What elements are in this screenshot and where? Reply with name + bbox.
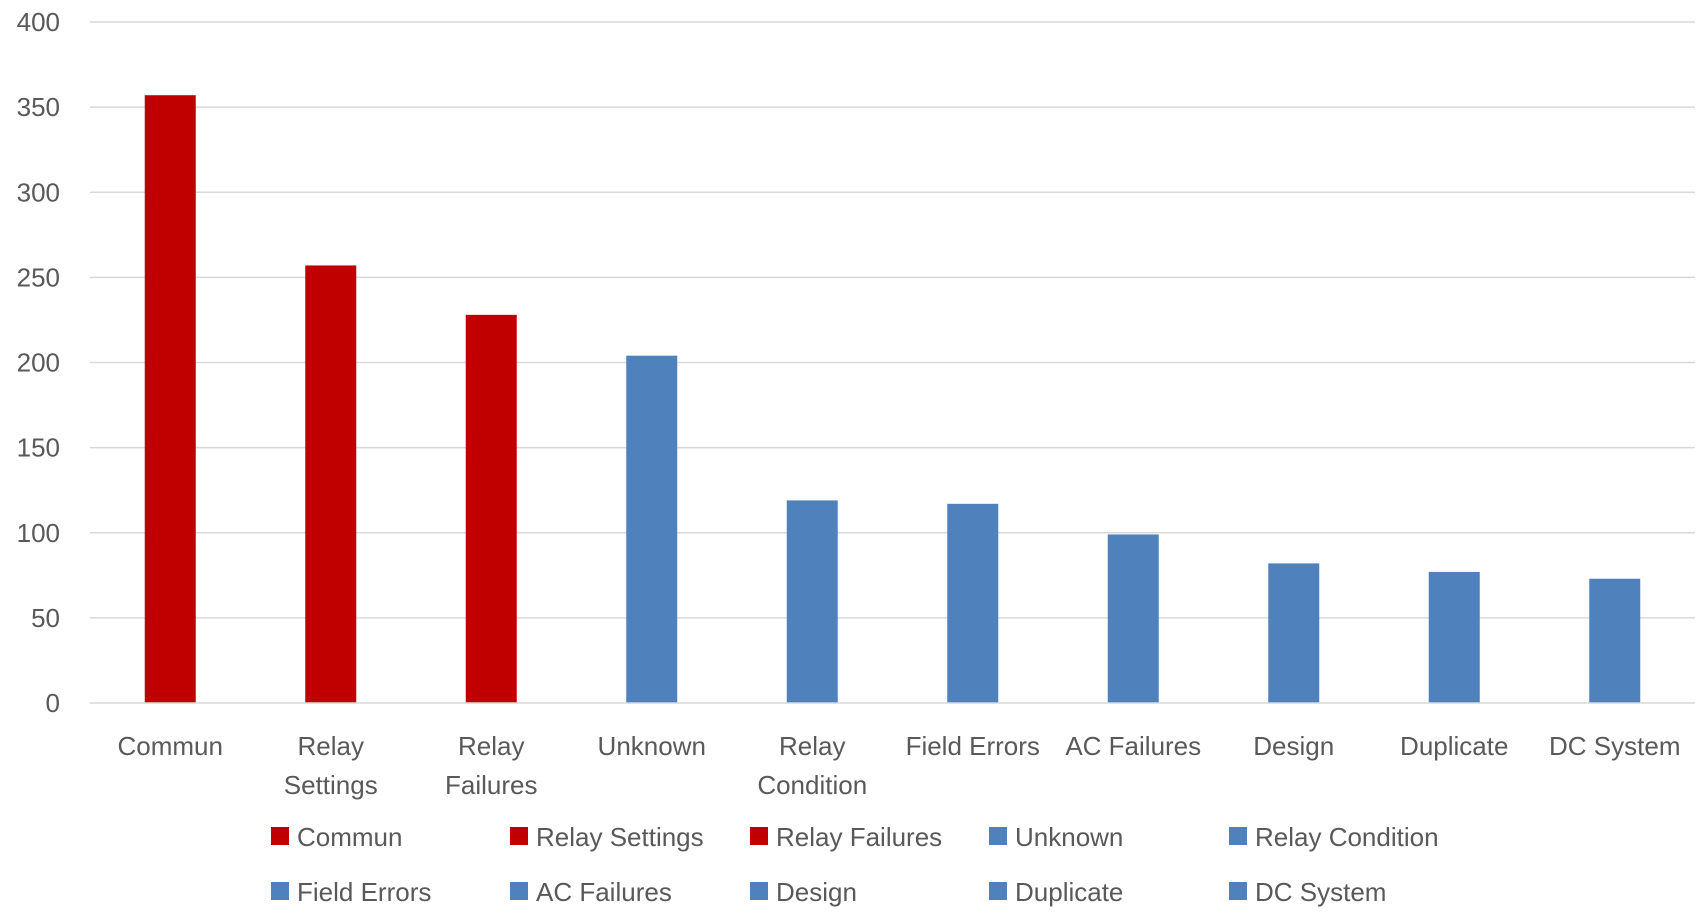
- legend-swatch: [510, 882, 528, 900]
- x-tick-label-line: Relay: [458, 731, 524, 761]
- x-tick-label-line: Duplicate: [1400, 731, 1508, 761]
- y-tick-label: 150: [17, 433, 60, 463]
- x-tick-label: Relay Condition: [757, 731, 867, 800]
- y-tick-label: 100: [17, 518, 60, 548]
- bar-ac-failures: [1107, 534, 1159, 703]
- x-tick-label-line: Design: [1253, 731, 1334, 761]
- legend-label: Design: [776, 877, 857, 907]
- legend-label: Field Errors: [297, 877, 431, 907]
- legend-label: Commun: [297, 822, 402, 852]
- x-tick-label: Relay Failures: [445, 731, 537, 800]
- y-tick-label: 350: [17, 92, 60, 122]
- legend-label: AC Failures: [536, 877, 672, 907]
- bar-design: [1268, 563, 1320, 703]
- x-tick-label: Commun: [118, 731, 223, 761]
- legend-label: Unknown: [1015, 822, 1123, 852]
- legend-swatch: [271, 882, 289, 900]
- legend-label: Relay Failures: [776, 822, 942, 852]
- legend-swatch: [1229, 827, 1247, 845]
- x-tick-label-line: Failures: [445, 770, 537, 800]
- bar-relay-condition: [786, 500, 838, 703]
- y-tick-label: 400: [17, 7, 60, 37]
- x-tick-label-line: DC System: [1549, 731, 1680, 761]
- x-tick-label-line: Field Errors: [906, 731, 1040, 761]
- bar-relay-settings: [305, 265, 357, 703]
- bar-unknown: [626, 355, 678, 703]
- bar-relay-failures: [465, 314, 517, 703]
- legend-label: Relay Settings: [536, 822, 704, 852]
- legend-swatch: [750, 827, 768, 845]
- legend-swatch: [989, 882, 1007, 900]
- bar-field-errors: [947, 503, 999, 703]
- x-tick-label: Unknown: [598, 731, 706, 761]
- x-tick-label: Field Errors: [906, 731, 1040, 761]
- x-tick-label-line: Condition: [757, 770, 867, 800]
- y-tick-label: 0: [46, 688, 60, 718]
- legend: Commun Relay Settings Relay Failures Unknow…: [271, 822, 1439, 907]
- x-tick-label: AC Failures: [1065, 731, 1201, 761]
- legend-swatch: [1229, 882, 1247, 900]
- legend-label: Relay Condition: [1255, 822, 1439, 852]
- x-tick-label: Design: [1253, 731, 1334, 761]
- y-tick-label: 300: [17, 177, 60, 207]
- y-tick-label: 50: [31, 603, 60, 633]
- bars: [144, 95, 1641, 703]
- legend-label: DC System: [1255, 877, 1386, 907]
- x-tick-label-line: Commun: [118, 731, 223, 761]
- x-tick-label-line: AC Failures: [1065, 731, 1201, 761]
- x-tick-label-line: Unknown: [598, 731, 706, 761]
- legend-label: Duplicate: [1015, 877, 1123, 907]
- gridlines: [90, 21, 1695, 619]
- legend-swatch: [989, 827, 1007, 845]
- x-tick-label: Duplicate: [1400, 731, 1508, 761]
- bar-commun: [144, 95, 196, 703]
- x-tick-label: Relay Settings: [284, 731, 378, 800]
- legend-swatch: [510, 827, 528, 845]
- x-axis-tick-labels: Commun Relay Settings Relay Failures Unknown R…: [118, 731, 1681, 800]
- y-axis-tick-labels: 0 50 100 150 200 250 300 350 400: [17, 7, 60, 718]
- y-tick-label: 200: [17, 348, 60, 378]
- x-tick-label-line: Relay: [779, 731, 845, 761]
- bar-duplicate: [1428, 571, 1480, 703]
- x-tick-label: DC System: [1549, 731, 1680, 761]
- y-tick-label: 250: [17, 262, 60, 292]
- bar-dc-system: [1589, 578, 1641, 703]
- legend-swatch: [271, 827, 289, 845]
- x-tick-label-line: Settings: [284, 770, 378, 800]
- legend-swatch: [750, 882, 768, 900]
- x-tick-label-line: Relay: [298, 731, 364, 761]
